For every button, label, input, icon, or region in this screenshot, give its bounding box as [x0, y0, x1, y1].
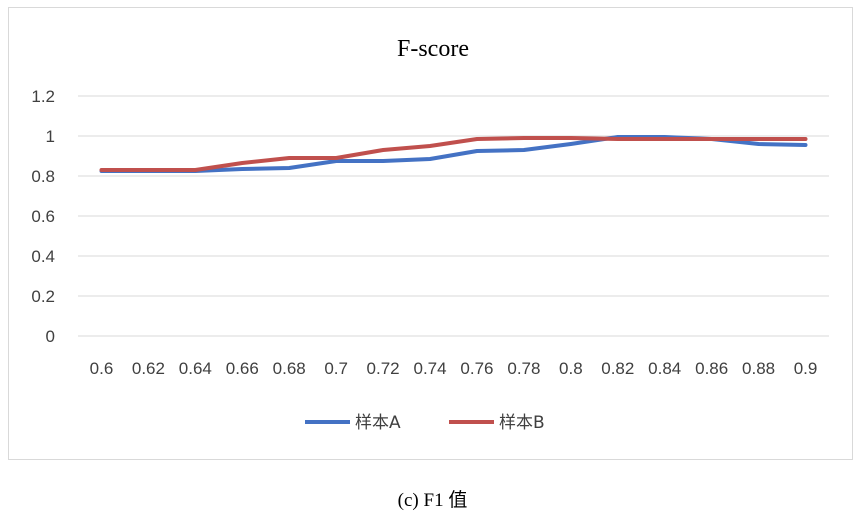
y-tick-label: 0.6 — [31, 207, 55, 226]
x-tick-label: 0.8 — [559, 359, 583, 378]
y-tick-label: 1 — [46, 127, 55, 146]
y-tick-label: 1.2 — [31, 87, 55, 106]
x-tick-label: 0.82 — [601, 359, 634, 378]
line-chart: F-score 00.20.40.60.811.2 0.6 0.62 0.64 0.6… — [31, 36, 829, 433]
x-tick-label: 0.68 — [273, 359, 306, 378]
legend: 样本A 样本B — [305, 413, 545, 433]
x-tick-label: 0.88 — [742, 359, 775, 378]
x-tick-label: 0.84 — [648, 359, 681, 378]
x-tick-label: 0.62 — [132, 359, 165, 378]
chart-frame: F-score 0 0.2 0.4 0.6 0.8 1 1.2 0.6 0.62 0.64 0.6… — [8, 7, 853, 460]
series-line-b — [99, 136, 808, 172]
x-tick-label: 0.78 — [507, 359, 540, 378]
x-tick-label: 0.72 — [367, 359, 400, 378]
y-tick-label: 0.2 — [31, 287, 55, 306]
x-tick-label: 0.64 — [179, 359, 212, 378]
series-lines — [99, 135, 808, 173]
x-tick-label: 0.9 — [794, 359, 818, 378]
x-tick-label: 0.86 — [695, 359, 728, 378]
y-axis-tick-labels: 0 0.2 0.4 0.6 0.8 1 1.2 — [31, 87, 55, 346]
x-tick-label: 0.76 — [460, 359, 493, 378]
gridlines — [78, 95, 829, 337]
x-tick-label: 0.66 — [226, 359, 259, 378]
legend-label-a: 样本A — [355, 413, 401, 433]
x-tick-label: 0.7 — [324, 359, 348, 378]
chart-title: F-score — [397, 36, 469, 62]
y-tick-label: 0.4 — [31, 247, 55, 266]
x-tick-label: 0.74 — [413, 359, 446, 378]
x-axis-tick-labels: 0.6 0.62 0.64 0.66 0.68 0.7 0.72 0.74 0.76 0.78 0.… — [90, 359, 818, 378]
y-tick-label: 0 — [46, 327, 55, 346]
legend-label-b: 样本B — [499, 413, 545, 433]
figure-caption: (c) F1 值 — [397, 490, 468, 511]
y-tick-label: 0.8 — [31, 167, 55, 186]
x-tick-label: 0.6 — [90, 359, 114, 378]
